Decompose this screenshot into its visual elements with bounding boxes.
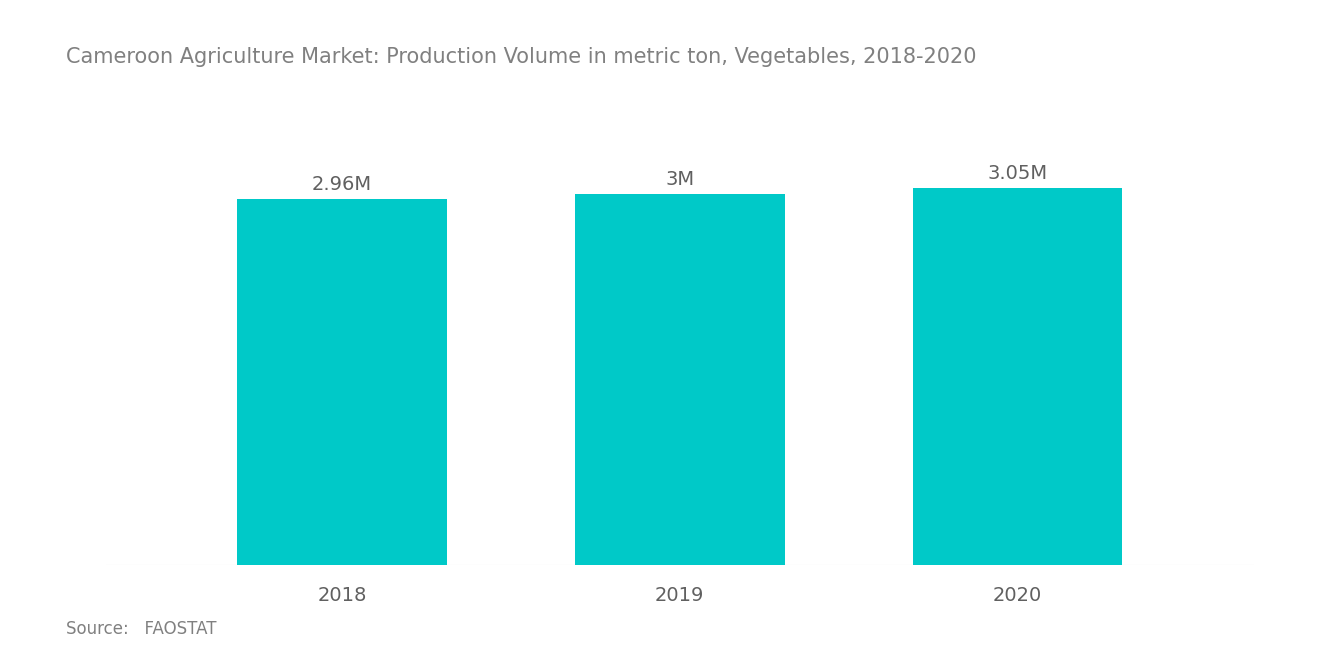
Text: 2.96M: 2.96M: [312, 175, 372, 194]
Text: 3M: 3M: [665, 170, 694, 189]
Text: 3.05M: 3.05M: [987, 164, 1048, 183]
Text: Cameroon Agriculture Market: Production Volume in metric ton, Vegetables, 2018-2: Cameroon Agriculture Market: Production …: [66, 47, 977, 66]
Bar: [913, 188, 1122, 565]
Bar: [238, 199, 446, 565]
Text: Source:   FAOSTAT: Source: FAOSTAT: [66, 620, 216, 638]
Bar: [576, 194, 784, 565]
